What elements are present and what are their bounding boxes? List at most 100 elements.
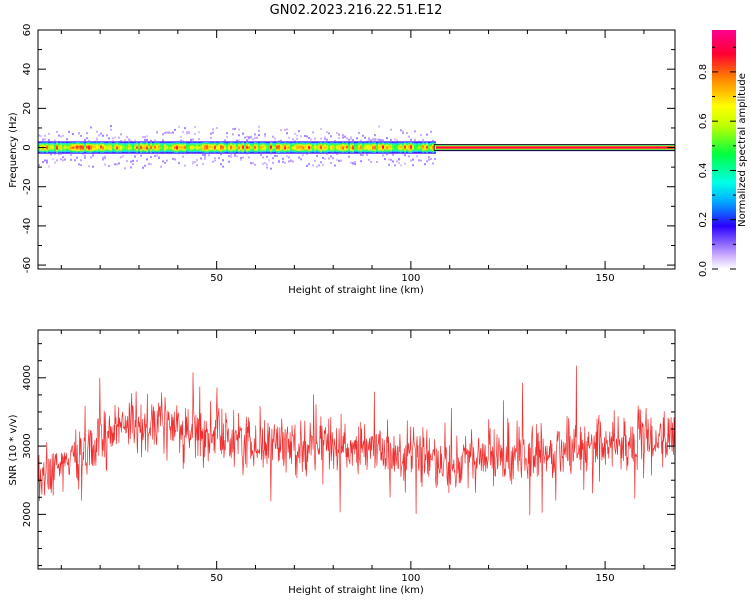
heatmap-cell: [600, 147, 602, 149]
heatmap-cell: [134, 147, 136, 149]
heatmap-cell: [202, 142, 204, 144]
heatmap-cell: [492, 148, 494, 150]
heatmap-cell: [482, 147, 484, 149]
heatmap-cell: [112, 150, 114, 152]
heatmap-cell: [346, 150, 348, 152]
heatmap-cell: [524, 147, 526, 149]
heatmap-cell: [414, 143, 416, 145]
heatmap-cell: [170, 147, 172, 149]
heatmap-cell: [520, 145, 522, 147]
heatmap-cell: [228, 145, 230, 147]
heatmap-cell: [472, 145, 474, 147]
heatmap-cell: [590, 144, 592, 146]
heatmap-cell: [290, 150, 292, 152]
heatmap-cell: [422, 151, 424, 153]
heatmap-cell: [200, 151, 202, 153]
heatmap-cell: [80, 159, 82, 162]
heatmap-cell: [638, 144, 640, 146]
heatmap-cell: [324, 137, 326, 140]
heatmap-cell: [502, 146, 504, 148]
heatmap-cell: [274, 152, 276, 154]
heatmap-cell: [480, 148, 482, 150]
heatmap-cell: [436, 145, 438, 147]
heatmap-cell: [166, 148, 168, 150]
heatmap-cell: [586, 147, 588, 149]
heatmap-cell: [368, 146, 370, 148]
heatmap-cell: [382, 143, 384, 145]
heatmap-cell: [386, 141, 388, 143]
heatmap-cell: [92, 165, 94, 168]
heatmap-cell: [100, 147, 102, 149]
heatmap-cell: [128, 151, 130, 153]
heatmap-cell: [414, 141, 416, 143]
heatmap-cell: [208, 154, 210, 157]
heatmap-cell: [204, 149, 206, 151]
heatmap-cell: [268, 144, 270, 146]
heatmap-cell: [286, 132, 288, 135]
heatmap-cell: [164, 152, 166, 154]
heatmap-cell: [546, 144, 548, 146]
heatmap-cell: [528, 149, 530, 151]
heatmap-cell: [312, 142, 314, 144]
heatmap-cell: [362, 134, 364, 137]
heatmap-cell: [606, 144, 608, 146]
heatmap-cell: [170, 143, 172, 145]
heatmap-cell: [320, 152, 322, 154]
heatmap-cell: [302, 145, 304, 147]
heatmap-cell: [356, 143, 358, 145]
heatmap-cell: [622, 148, 624, 150]
heatmap-cell: [184, 143, 186, 145]
heatmap-cell: [38, 134, 40, 137]
heatmap-cell: [292, 146, 294, 148]
heatmap-cell: [338, 133, 340, 136]
heatmap-cell: [402, 151, 404, 153]
heatmap-cell: [152, 149, 154, 151]
heatmap-cell: [268, 148, 270, 150]
heatmap-cell: [232, 145, 234, 147]
heatmap-cell: [292, 149, 294, 151]
heatmap-cell: [280, 148, 282, 150]
heatmap-cell: [522, 148, 524, 150]
heatmap-cell: [476, 145, 478, 147]
heatmap-cell: [274, 137, 276, 140]
colorbar-tick-label: 0.0: [698, 261, 709, 277]
heatmap-cell: [170, 144, 172, 146]
heatmap-cell: [54, 152, 56, 154]
heatmap-cell: [634, 145, 636, 147]
heatmap-cell: [214, 143, 216, 145]
heatmap-cell: [352, 151, 354, 153]
heatmap-cell: [150, 139, 152, 142]
heatmap-cell: [104, 163, 106, 166]
heatmap-cell: [346, 142, 348, 144]
heatmap-cell: [318, 148, 320, 150]
heatmap-cell: [318, 151, 320, 153]
heatmap-cell: [212, 149, 214, 151]
heatmap-cell: [292, 144, 294, 146]
heatmap-cell: [504, 144, 506, 146]
heatmap-cell: [284, 128, 286, 131]
heatmap-cell: [636, 146, 638, 148]
heatmap-cell: [256, 142, 258, 144]
heatmap-cell: [400, 144, 402, 146]
heatmap-cell: [342, 143, 344, 145]
heatmap-cell: [596, 147, 598, 149]
heatmap-cell: [304, 150, 306, 152]
heatmap-cell: [46, 160, 48, 163]
heatmap-cell: [190, 138, 192, 141]
heatmap-cell: [334, 150, 336, 152]
heatmap-cell: [510, 147, 512, 149]
heatmap-cell: [128, 148, 130, 150]
heatmap-cell: [122, 152, 124, 154]
heatmap-cell: [58, 153, 60, 156]
heatmap-cell: [218, 145, 220, 147]
heatmap-cell: [484, 145, 486, 147]
heatmap-cell: [204, 151, 206, 153]
heatmap-cell: [594, 148, 596, 150]
heatmap-cell: [254, 151, 256, 153]
heatmap-cell: [358, 147, 360, 149]
heatmap-cell: [372, 149, 374, 151]
heatmap-cell: [190, 141, 192, 143]
heatmap-cell: [38, 141, 40, 143]
heatmap-cell: [468, 146, 470, 148]
heatmap-cell: [280, 145, 282, 147]
